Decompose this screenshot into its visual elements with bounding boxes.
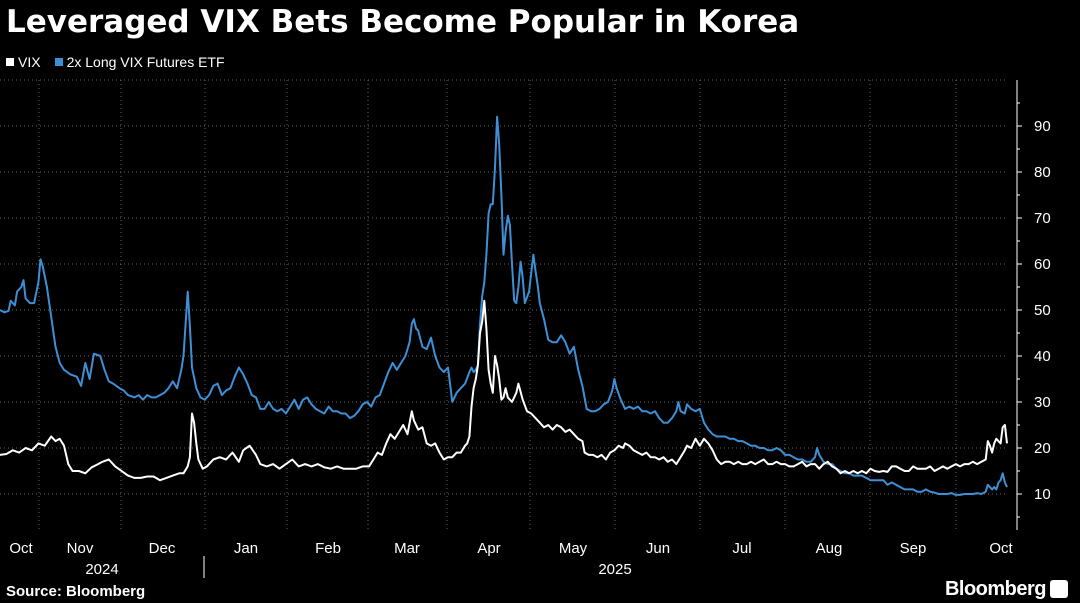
source-note: Source: Bloomberg: [6, 583, 146, 600]
y-tick-label: 70: [1034, 210, 1051, 227]
legend-item-vix: VIX: [6, 54, 41, 70]
legend-swatch-vix: [6, 58, 14, 66]
x-tick-label: Mar: [394, 540, 420, 557]
y-tick-label: 20: [1034, 440, 1051, 457]
x-tick-label: Sep: [900, 540, 927, 557]
bloomberg-logo: Bloomberg: [944, 578, 1047, 600]
x-tick-label: Oct: [9, 540, 33, 557]
legend-label-etf: 2x Long VIX Futures ETF: [66, 54, 225, 70]
y-tick-label: 10: [1034, 486, 1051, 503]
x-tick-label: Aug: [816, 540, 843, 557]
bloomberg-terminal-icon: [1050, 580, 1068, 598]
x-tick-label: Jun: [646, 540, 670, 557]
chart-legend: VIX 2x Long VIX Futures ETF: [6, 54, 225, 70]
x-tick-label: Apr: [477, 540, 500, 557]
vix-series-line: [0, 299, 1008, 482]
x-tick-label: May: [559, 540, 588, 557]
y-tick-label: 30: [1034, 394, 1051, 411]
legend-item-etf: 2x Long VIX Futures ETF: [54, 54, 225, 70]
x-tick-label: Oct: [989, 540, 1013, 557]
x-tick-label: Jul: [732, 540, 751, 557]
etf-series-line: [0, 115, 1008, 496]
year-label: 2025: [598, 561, 631, 578]
y-tick-label: 40: [1034, 348, 1051, 365]
legend-label-vix: VIX: [18, 54, 41, 70]
x-tick-label: Nov: [67, 540, 94, 557]
year-label: 2024: [85, 561, 118, 578]
legend-swatch-etf: [54, 58, 63, 66]
chart-title: Leveraged VIX Bets Become Popular in Kor…: [6, 4, 800, 40]
x-tick-label: Dec: [149, 540, 176, 557]
x-tick-label: Feb: [315, 540, 341, 557]
y-tick-label: 60: [1034, 256, 1051, 273]
y-tick-label: 50: [1034, 302, 1051, 319]
y-tick-label: 90: [1034, 118, 1051, 135]
y-tick-label: 80: [1034, 164, 1051, 181]
x-tick-label: Jan: [234, 540, 258, 557]
